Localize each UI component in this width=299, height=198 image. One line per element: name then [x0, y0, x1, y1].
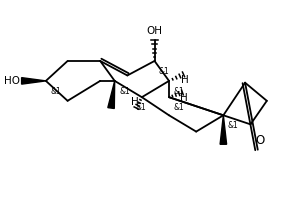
Polygon shape	[108, 81, 115, 109]
Text: OH: OH	[147, 26, 163, 36]
Text: &1: &1	[51, 87, 62, 96]
Polygon shape	[220, 115, 227, 144]
Text: HO: HO	[4, 76, 20, 86]
Text: H: H	[181, 75, 189, 85]
Text: &1: &1	[159, 67, 170, 76]
Polygon shape	[22, 78, 46, 84]
Text: O: O	[255, 134, 264, 147]
Text: H: H	[131, 97, 138, 107]
Text: &1: &1	[173, 103, 184, 112]
Text: &1: &1	[228, 121, 238, 130]
Text: &1: &1	[119, 87, 130, 96]
Text: &1: &1	[173, 87, 184, 96]
Text: &1: &1	[135, 103, 146, 112]
Text: H: H	[180, 93, 188, 103]
